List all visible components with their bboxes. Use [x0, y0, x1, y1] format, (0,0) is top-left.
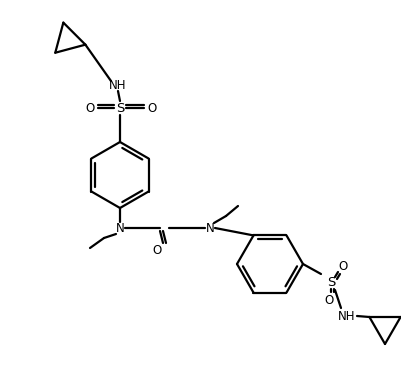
Text: O: O: [338, 259, 347, 272]
Text: N: N: [205, 222, 214, 235]
Text: S: S: [115, 102, 124, 115]
Text: O: O: [85, 102, 94, 115]
Text: O: O: [324, 293, 333, 306]
Text: NH: NH: [337, 309, 355, 322]
Text: O: O: [152, 243, 161, 256]
Text: N: N: [115, 222, 124, 235]
Text: NH: NH: [109, 78, 126, 92]
Text: S: S: [326, 275, 334, 288]
Text: O: O: [147, 102, 156, 115]
